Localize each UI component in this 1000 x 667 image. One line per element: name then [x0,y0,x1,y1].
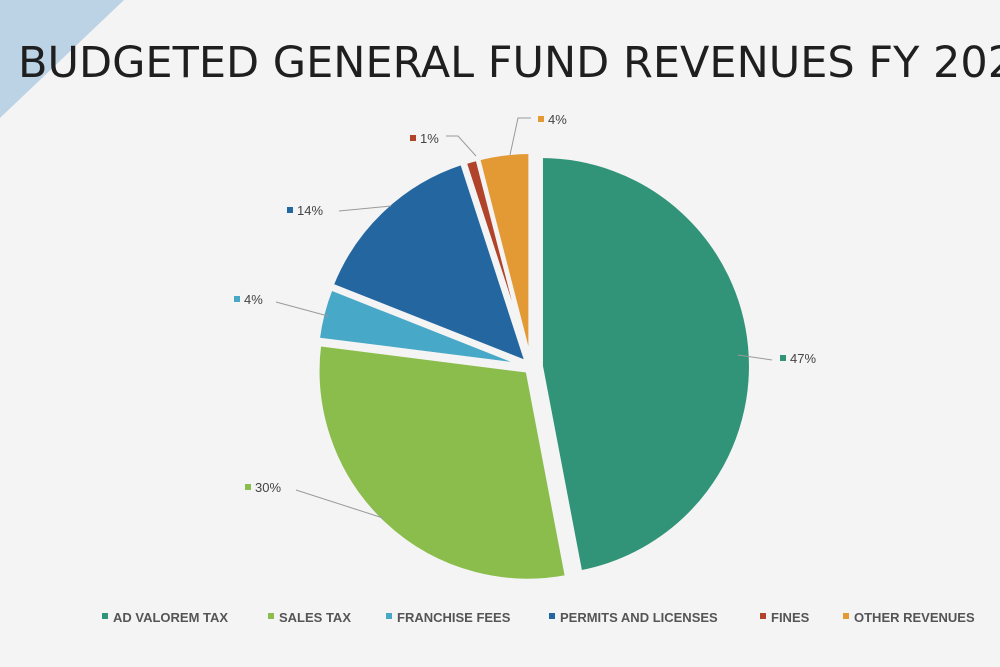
data-label: 1% [420,131,439,146]
data-label: 4% [548,112,567,127]
slice-ad-valorem-tax [538,154,753,575]
legend-entry: AD VALOREM TAX [113,610,228,625]
data-label: 30% [255,480,281,495]
legend-entry: OTHER REVENUES [854,610,975,625]
slice-permits-and-licenses [329,160,531,367]
legend-swatch [268,613,274,619]
legend: AD VALOREM TAX SALES TAX FRANCHISE FEES PER… [102,610,975,625]
pie-slices [315,150,753,583]
data-label-marker [410,135,416,141]
data-label: 14% [297,203,323,218]
leader-line [737,354,773,361]
page-title: BUDGETED GENERAL FUND REVENUES FY 2023 [18,38,1000,88]
data-labels: 47% 30% 4% 14% 1% 4% [234,112,816,519]
slice-franchise-fees [315,285,527,368]
leader-line [295,489,384,519]
corner-accent [0,0,124,118]
leader-line [275,301,329,317]
legend-entry: FINES [771,610,810,625]
data-label-marker [780,355,786,361]
legend-swatch [843,613,849,619]
legend-entry: FRANCHISE FEES [397,610,511,625]
leader-line [446,135,477,157]
legend-swatch [386,613,392,619]
legend-swatch [549,613,555,619]
leader-line [509,117,531,156]
legend-swatch [102,613,108,619]
data-label-marker [234,296,240,302]
data-label-marker [538,116,544,122]
slice-sales-tax [315,342,570,583]
data-label-marker [245,484,251,490]
slice-other-revenues [475,150,533,363]
data-label-marker [287,207,293,213]
legend-entry: PERMITS AND LICENSES [560,610,718,625]
data-label: 4% [244,292,263,307]
data-label: 47% [790,351,816,366]
leader-line [338,205,392,212]
legend-swatch [760,613,766,619]
legend-entry: SALES TAX [279,610,351,625]
